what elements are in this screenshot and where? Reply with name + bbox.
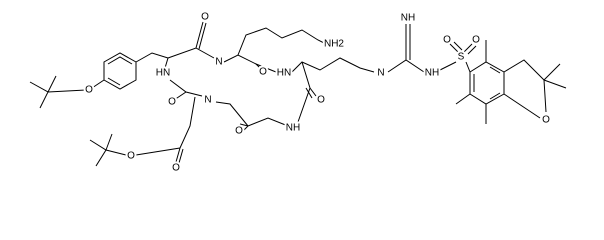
atom: N (204, 95, 211, 106)
atom: O (542, 115, 550, 126)
atom: O (235, 126, 243, 137)
structure: O NH2 O HN N O HN O N O NH O O O NH N NH… (29, 10, 567, 176)
atom: NH (286, 123, 300, 134)
atom: HN (156, 68, 170, 79)
atom: O (127, 151, 135, 162)
atom: O (317, 95, 325, 106)
atom: S (458, 52, 465, 63)
atom: O (172, 163, 180, 174)
atom: O (443, 35, 451, 46)
atom: NH (425, 68, 439, 79)
atom: O (259, 67, 267, 78)
atom-labels: O NH2 O HN N O HN O N O NH O O O NH N NH… (83, 10, 552, 176)
atom: NH2 (324, 39, 344, 50)
atom: O (201, 12, 209, 23)
atom: O (168, 97, 176, 108)
bonds (29, 21, 567, 167)
atom: N (377, 68, 384, 79)
atom: HN (277, 68, 291, 79)
atom: N (215, 57, 222, 68)
atom: NH (401, 13, 415, 24)
atom: O (472, 35, 480, 46)
atom: O (85, 85, 93, 96)
